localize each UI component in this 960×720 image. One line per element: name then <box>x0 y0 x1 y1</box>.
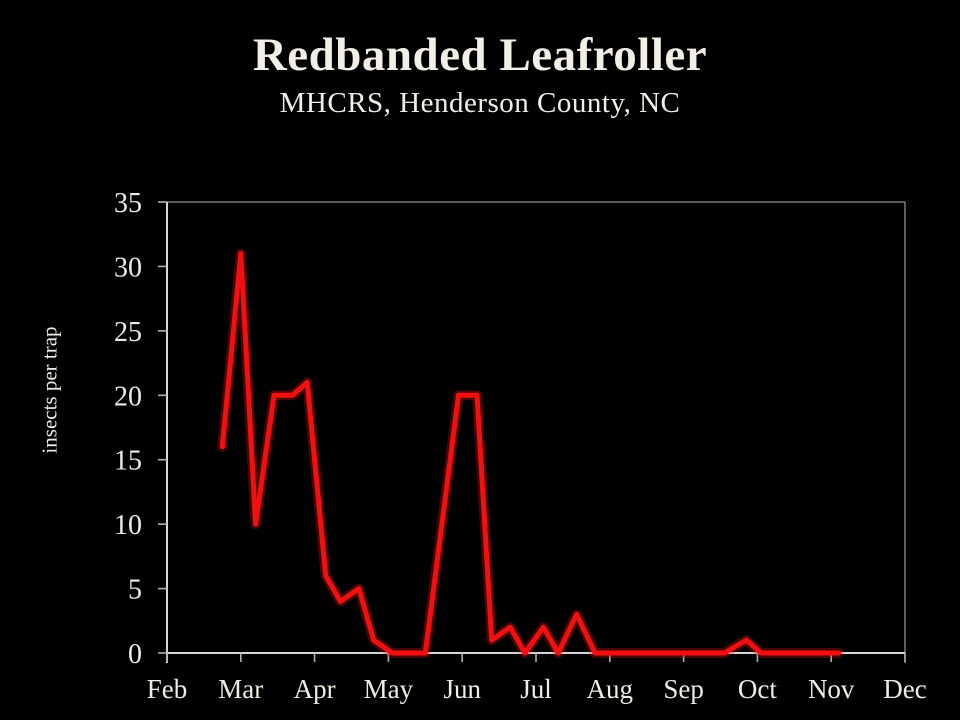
data-line <box>219 251 842 656</box>
plot-frame <box>166 201 906 663</box>
y-tick-label: 15 <box>114 446 142 477</box>
x-tick-label: Mar <box>218 674 263 704</box>
y-tick-label: 30 <box>114 252 142 283</box>
y-tick-label: 10 <box>114 510 142 541</box>
chart-subtitle: MHCRS, Henderson County, NC <box>279 86 681 119</box>
x-tick-label: Apr <box>294 674 336 704</box>
x-tick-label: Jul <box>520 674 552 704</box>
y-tick-label: 0 <box>128 639 142 670</box>
x-tick-label: Dec <box>883 674 926 704</box>
x-tick-label: May <box>364 674 414 704</box>
y-tick-label: 35 <box>114 188 142 219</box>
x-tick-label: Aug <box>587 674 634 704</box>
x-tick-label: Oct <box>738 674 777 704</box>
x-tick-label: Sep <box>663 674 704 704</box>
y-axis-ticks: 0 5 10 15 20 25 30 35 <box>114 188 167 670</box>
y-tick-label: 25 <box>114 317 142 348</box>
y-tick-label: 20 <box>114 381 142 412</box>
x-tick-label: Jun <box>443 674 481 704</box>
x-axis-ticks: Feb Mar Apr May Jun Jul Aug Sep Oct Nov Dec <box>147 653 927 704</box>
chart-title: Redbanded Leafroller <box>252 29 708 81</box>
x-tick-label: Nov <box>808 674 855 704</box>
x-tick-label: Feb <box>147 674 188 704</box>
y-tick-label: 5 <box>128 575 142 606</box>
chart-header: Redbanded Leafroller MHCRS, Henderson Co… <box>0 29 960 120</box>
